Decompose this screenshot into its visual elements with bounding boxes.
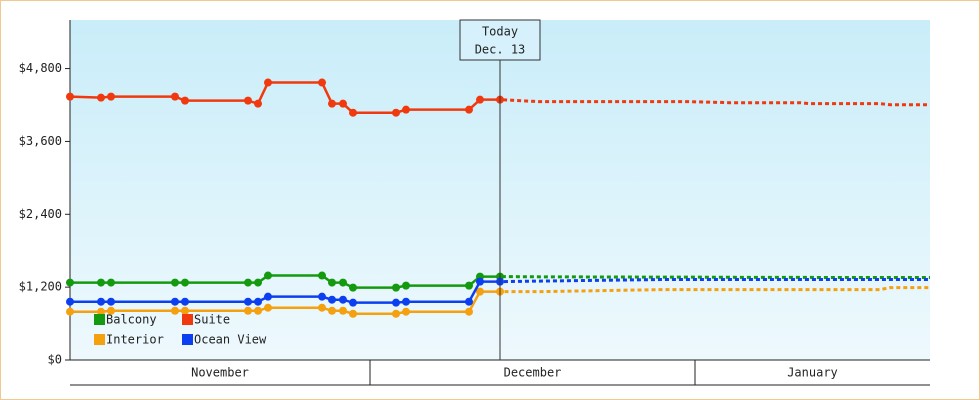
point [318, 303, 326, 312]
point [402, 105, 410, 114]
point [339, 278, 347, 287]
point [181, 96, 189, 105]
point [171, 278, 179, 287]
forecast-line [500, 286, 930, 294]
point [181, 278, 189, 287]
legend-swatch [94, 334, 105, 345]
point [107, 92, 115, 101]
point [392, 108, 400, 117]
legend-label: Balcony [106, 313, 157, 327]
point [254, 306, 262, 315]
point [66, 307, 74, 316]
point [318, 292, 326, 301]
legend-swatch [182, 314, 193, 325]
point [66, 278, 74, 287]
y-tick-label: $4,800 [19, 61, 62, 75]
point [402, 307, 410, 316]
point [181, 306, 189, 315]
point [349, 298, 357, 307]
point [171, 306, 179, 315]
point [107, 297, 115, 306]
point [171, 92, 179, 101]
point [171, 297, 179, 306]
point [244, 297, 252, 306]
point [339, 295, 347, 304]
legend-label: Interior [106, 333, 164, 347]
point [254, 278, 262, 287]
point [264, 78, 272, 87]
y-tick-label: $0 [48, 353, 62, 367]
point [465, 281, 473, 290]
point [349, 108, 357, 117]
today-label: Today [482, 25, 518, 39]
y-tick-label: $1,200 [19, 280, 62, 294]
point [392, 309, 400, 318]
point [318, 78, 326, 87]
point [181, 297, 189, 306]
legend-label: Suite [194, 313, 230, 327]
point [97, 297, 105, 306]
point [328, 295, 336, 304]
point [392, 283, 400, 292]
point [264, 271, 272, 280]
point [66, 297, 74, 306]
point [465, 307, 473, 316]
point [244, 278, 252, 287]
point [328, 278, 336, 287]
point [97, 93, 105, 102]
month-label: January [787, 366, 838, 380]
point [402, 297, 410, 306]
month-label: November [191, 366, 249, 380]
point [349, 283, 357, 292]
today-label: Dec. 13 [475, 43, 526, 57]
point [254, 297, 262, 306]
point [402, 281, 410, 290]
point [244, 306, 252, 315]
point [392, 298, 400, 307]
point [328, 306, 336, 315]
point [66, 92, 74, 101]
series-line [70, 290, 500, 315]
today-box [459, 19, 541, 61]
point [476, 277, 484, 286]
point [465, 105, 473, 114]
point [476, 95, 484, 104]
point [254, 99, 262, 108]
point [107, 278, 115, 287]
point [264, 303, 272, 312]
legend-swatch [182, 334, 193, 345]
point [318, 271, 326, 280]
point [465, 297, 473, 306]
point [339, 306, 347, 315]
point [107, 306, 115, 315]
point [339, 99, 347, 108]
point [328, 99, 336, 108]
month-label: December [504, 366, 562, 380]
point [97, 278, 105, 287]
point [264, 292, 272, 301]
series-line [69, 81, 500, 114]
series-line [70, 274, 500, 289]
y-tick-label: $3,600 [19, 134, 62, 148]
point [244, 96, 252, 105]
point [349, 309, 357, 318]
y-tick-label: $2,400 [19, 207, 62, 221]
point [97, 307, 105, 316]
series-line [70, 280, 500, 304]
point [476, 287, 484, 296]
legend-swatch [94, 314, 105, 325]
legend-label: Ocean View [194, 333, 267, 347]
